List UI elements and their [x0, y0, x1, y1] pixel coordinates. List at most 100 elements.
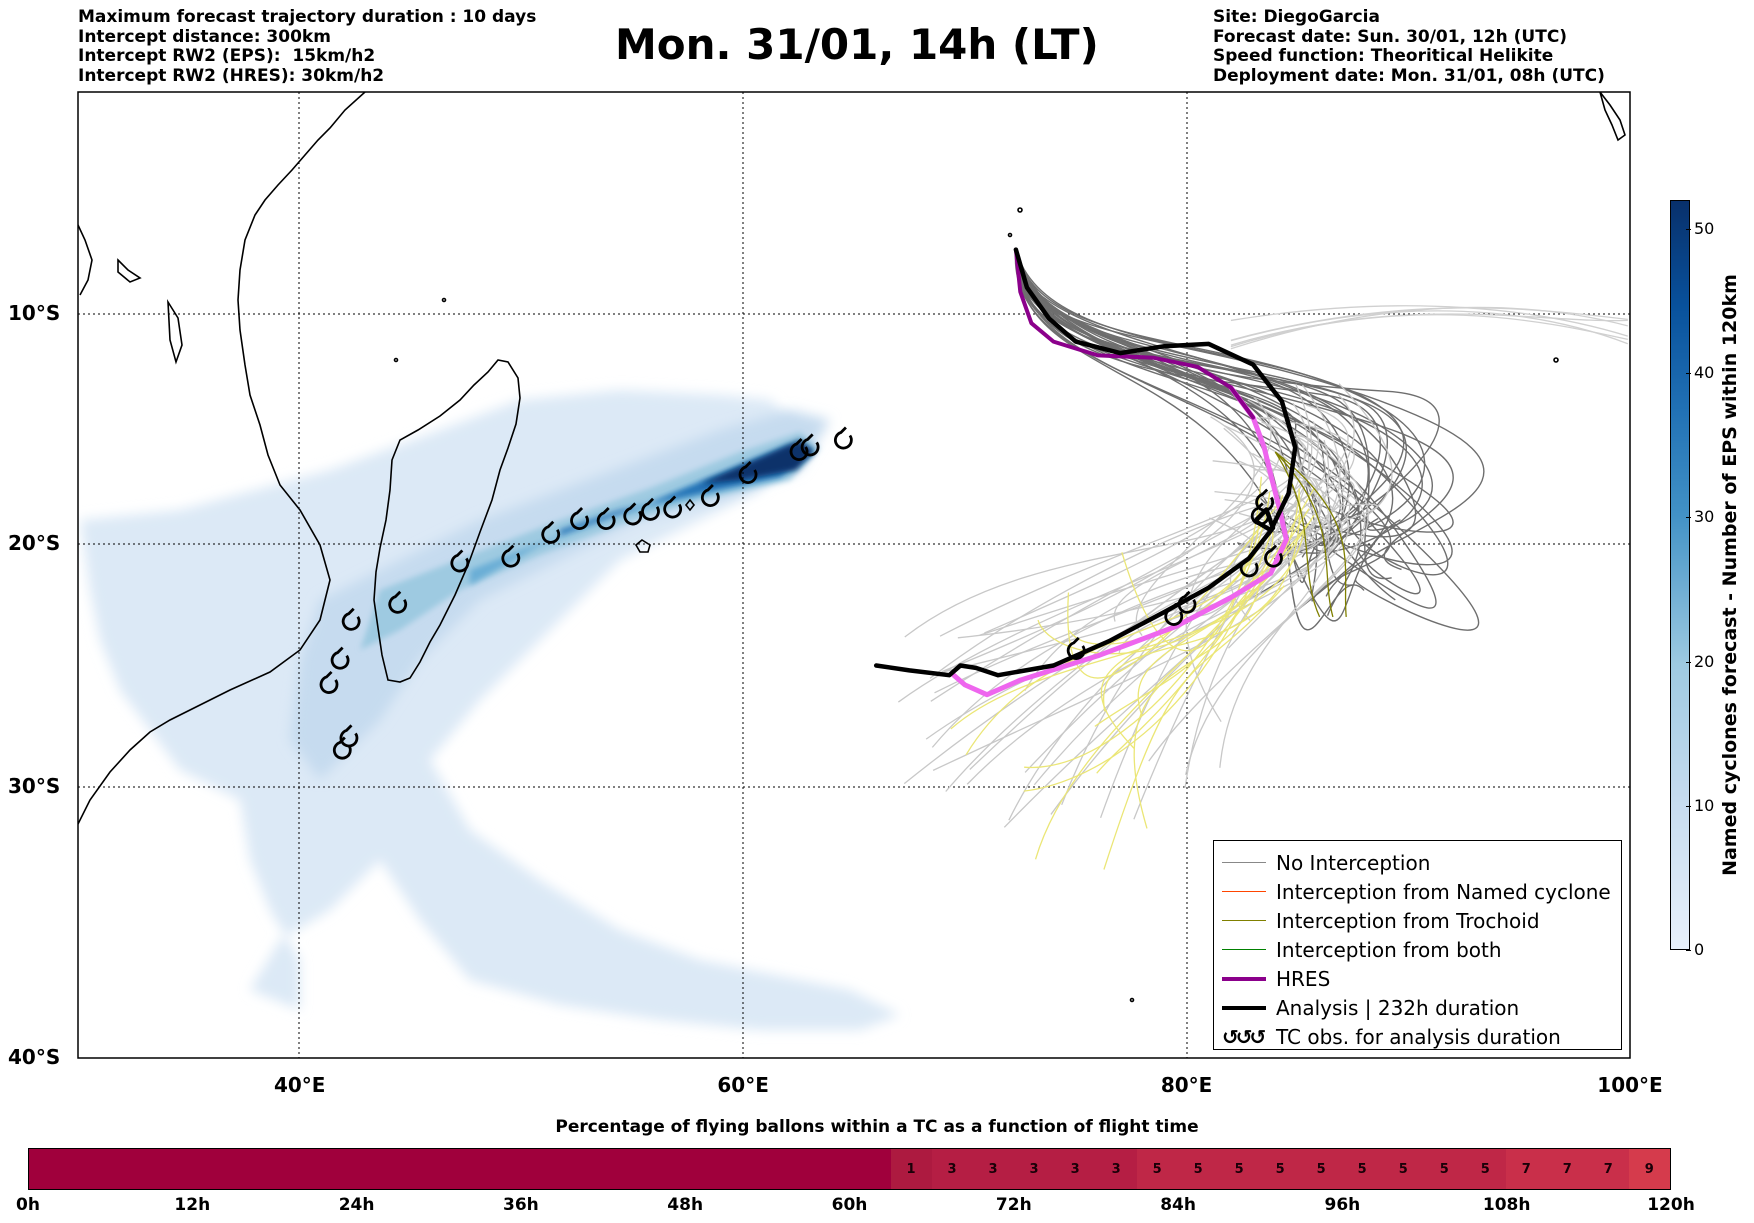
legend-item: Interception from both — [1214, 936, 1621, 965]
tc-obs-symbol — [339, 724, 359, 748]
timebar-segment: 7 — [1546, 1149, 1588, 1189]
ensemble-track — [1102, 488, 1301, 712]
timebar-segment: 3 — [1095, 1149, 1137, 1189]
site-text: Site: DiegoGarcia — [1213, 7, 1380, 27]
ensemble-track — [1015, 249, 1394, 615]
ensemble-trajectories — [897, 249, 1629, 870]
colorbar-tick-label: 50 — [1694, 218, 1715, 238]
legend-item: ↺↺↺ TC obs. for analysis duration — [1222, 1025, 1561, 1049]
lon-label: 100°E — [1597, 1073, 1663, 1097]
timebar-segment: 3 — [931, 1149, 973, 1189]
max-duration-text: Maximum forecast trajectory duration : 1… — [78, 7, 537, 27]
ensemble-track — [897, 421, 1327, 703]
tc-obs-symbol — [341, 607, 361, 631]
legend-line-swatch — [1222, 977, 1266, 981]
tc-obs-symbol — [541, 520, 561, 544]
timebar-tick-label: 24h — [338, 1195, 375, 1215]
ensemble-track — [1274, 451, 1347, 617]
tc-obs-symbol — [623, 502, 643, 526]
ensemble-track — [1230, 313, 1628, 346]
legend-label: Analysis | 232h duration — [1276, 996, 1520, 1020]
site-info: Site: DiegoGarcia Forecast date: Sun. 30… — [1213, 7, 1605, 86]
tc-obs-symbol — [834, 426, 853, 450]
intercept-hres-text: Intercept RW2 (HRES): 30km/h2 — [78, 65, 385, 86]
ensemble-track — [1133, 421, 1320, 820]
timebar-tick-label: 36h — [503, 1195, 539, 1215]
timebar-segment: 3 — [972, 1149, 1014, 1189]
colorbar-label: Named cyclones forecast - Number of EPS … — [1719, 274, 1741, 876]
timebar-segment: 9 — [1628, 1149, 1670, 1189]
cyclone-density-field — [80, 390, 900, 1030]
legend-line-swatch — [1222, 891, 1266, 893]
tc-obs-symbol — [1250, 502, 1270, 526]
timebar-tick-label: 84h — [1160, 1195, 1196, 1215]
ensemble-track — [1135, 396, 1272, 636]
legend: No Interception Interception from Named c… — [1213, 840, 1622, 1050]
colorbar-tick-mark — [1686, 517, 1691, 519]
ensemble-track — [1015, 249, 1440, 518]
timebar-tick-label: 60h — [831, 1195, 868, 1215]
lat-label: 10°S — [8, 301, 61, 325]
ensemble-track — [950, 531, 1305, 730]
legend-label: TC obs. for analysis duration — [1276, 1025, 1561, 1049]
legend-item: Interception from Named cyclone — [1214, 878, 1621, 907]
tc-obs-symbol — [1264, 544, 1283, 568]
tc-obs-symbol — [641, 497, 660, 521]
timebar-segment: 5 — [1218, 1149, 1260, 1189]
tc-obs-symbol — [450, 549, 470, 573]
tc-obs-symbol — [330, 646, 350, 670]
legend-label: Interception from Named cyclone — [1276, 880, 1611, 904]
ensemble-track — [1015, 249, 1389, 560]
ensemble-track — [1185, 423, 1369, 776]
forecast-parameters: Maximum forecast trajectory duration : 1… — [78, 7, 537, 86]
ensemble-track — [1274, 451, 1321, 618]
tc-obs-symbol — [596, 507, 616, 530]
legend-line-swatch — [1222, 949, 1266, 951]
tc-observations — [319, 426, 1283, 760]
legend-label: Interception from Trochoid — [1276, 909, 1540, 933]
ensemble-track — [1219, 486, 1330, 768]
ensemble-track — [1015, 249, 1332, 547]
timebar-segment: 7 — [1587, 1149, 1629, 1189]
timebar-segment: 1 — [890, 1149, 932, 1189]
timebar-tick-label: 96h — [1324, 1195, 1361, 1215]
timebar-tick-label: 72h — [995, 1195, 1032, 1215]
map-title: Mon. 31/01, 14h (LT) — [615, 20, 1099, 69]
ensemble-track — [957, 509, 1331, 639]
timebar-segment: 3 — [1013, 1149, 1055, 1189]
legend-line-swatch — [1222, 1006, 1266, 1010]
colorbar-tick-label: 40 — [1694, 363, 1715, 383]
ensemble-track — [931, 383, 1393, 748]
timebar-segment — [29, 1149, 891, 1189]
ensemble-track — [1015, 249, 1421, 595]
lat-label: 40°S — [8, 1045, 61, 1069]
timebar-segment: 3 — [1054, 1149, 1096, 1189]
colorbar-tick-label: 30 — [1694, 507, 1715, 527]
tc-obs-symbol — [332, 736, 352, 760]
colorbar-tick-mark — [1686, 661, 1691, 663]
timebar-segment: 5 — [1177, 1149, 1219, 1189]
legend-item: No Interception — [1214, 849, 1621, 878]
tc-obs-symbol — [1066, 636, 1086, 660]
colorbar-tick-label: 0 — [1694, 940, 1705, 959]
legend-item: Interception from Trochoid — [1214, 907, 1621, 936]
tc-obs-symbol — [1164, 602, 1184, 626]
timebar-segment: 5 — [1464, 1149, 1506, 1189]
legend-item: HRES — [1214, 965, 1621, 994]
tc-obs-symbol — [789, 438, 809, 461]
ensemble-track — [1190, 393, 1355, 610]
timebar-segment: 5 — [1300, 1149, 1342, 1189]
colorbar-tick-label: 20 — [1694, 651, 1715, 671]
hres-track-glow — [951, 385, 1289, 698]
ensemble-track — [984, 417, 1282, 634]
tc-obs-symbol — [319, 670, 339, 694]
timebar-segment: 5 — [1382, 1149, 1424, 1189]
lon-label: 40°E — [273, 1073, 326, 1097]
timebar-tick-label: 108h — [1482, 1195, 1531, 1215]
ensemble-track — [1274, 451, 1334, 618]
ensemble-track — [1034, 512, 1274, 860]
tc-obs-symbol — [570, 507, 589, 530]
ensemble-track — [1185, 402, 1309, 723]
colorbar-tick-mark — [1686, 373, 1691, 375]
